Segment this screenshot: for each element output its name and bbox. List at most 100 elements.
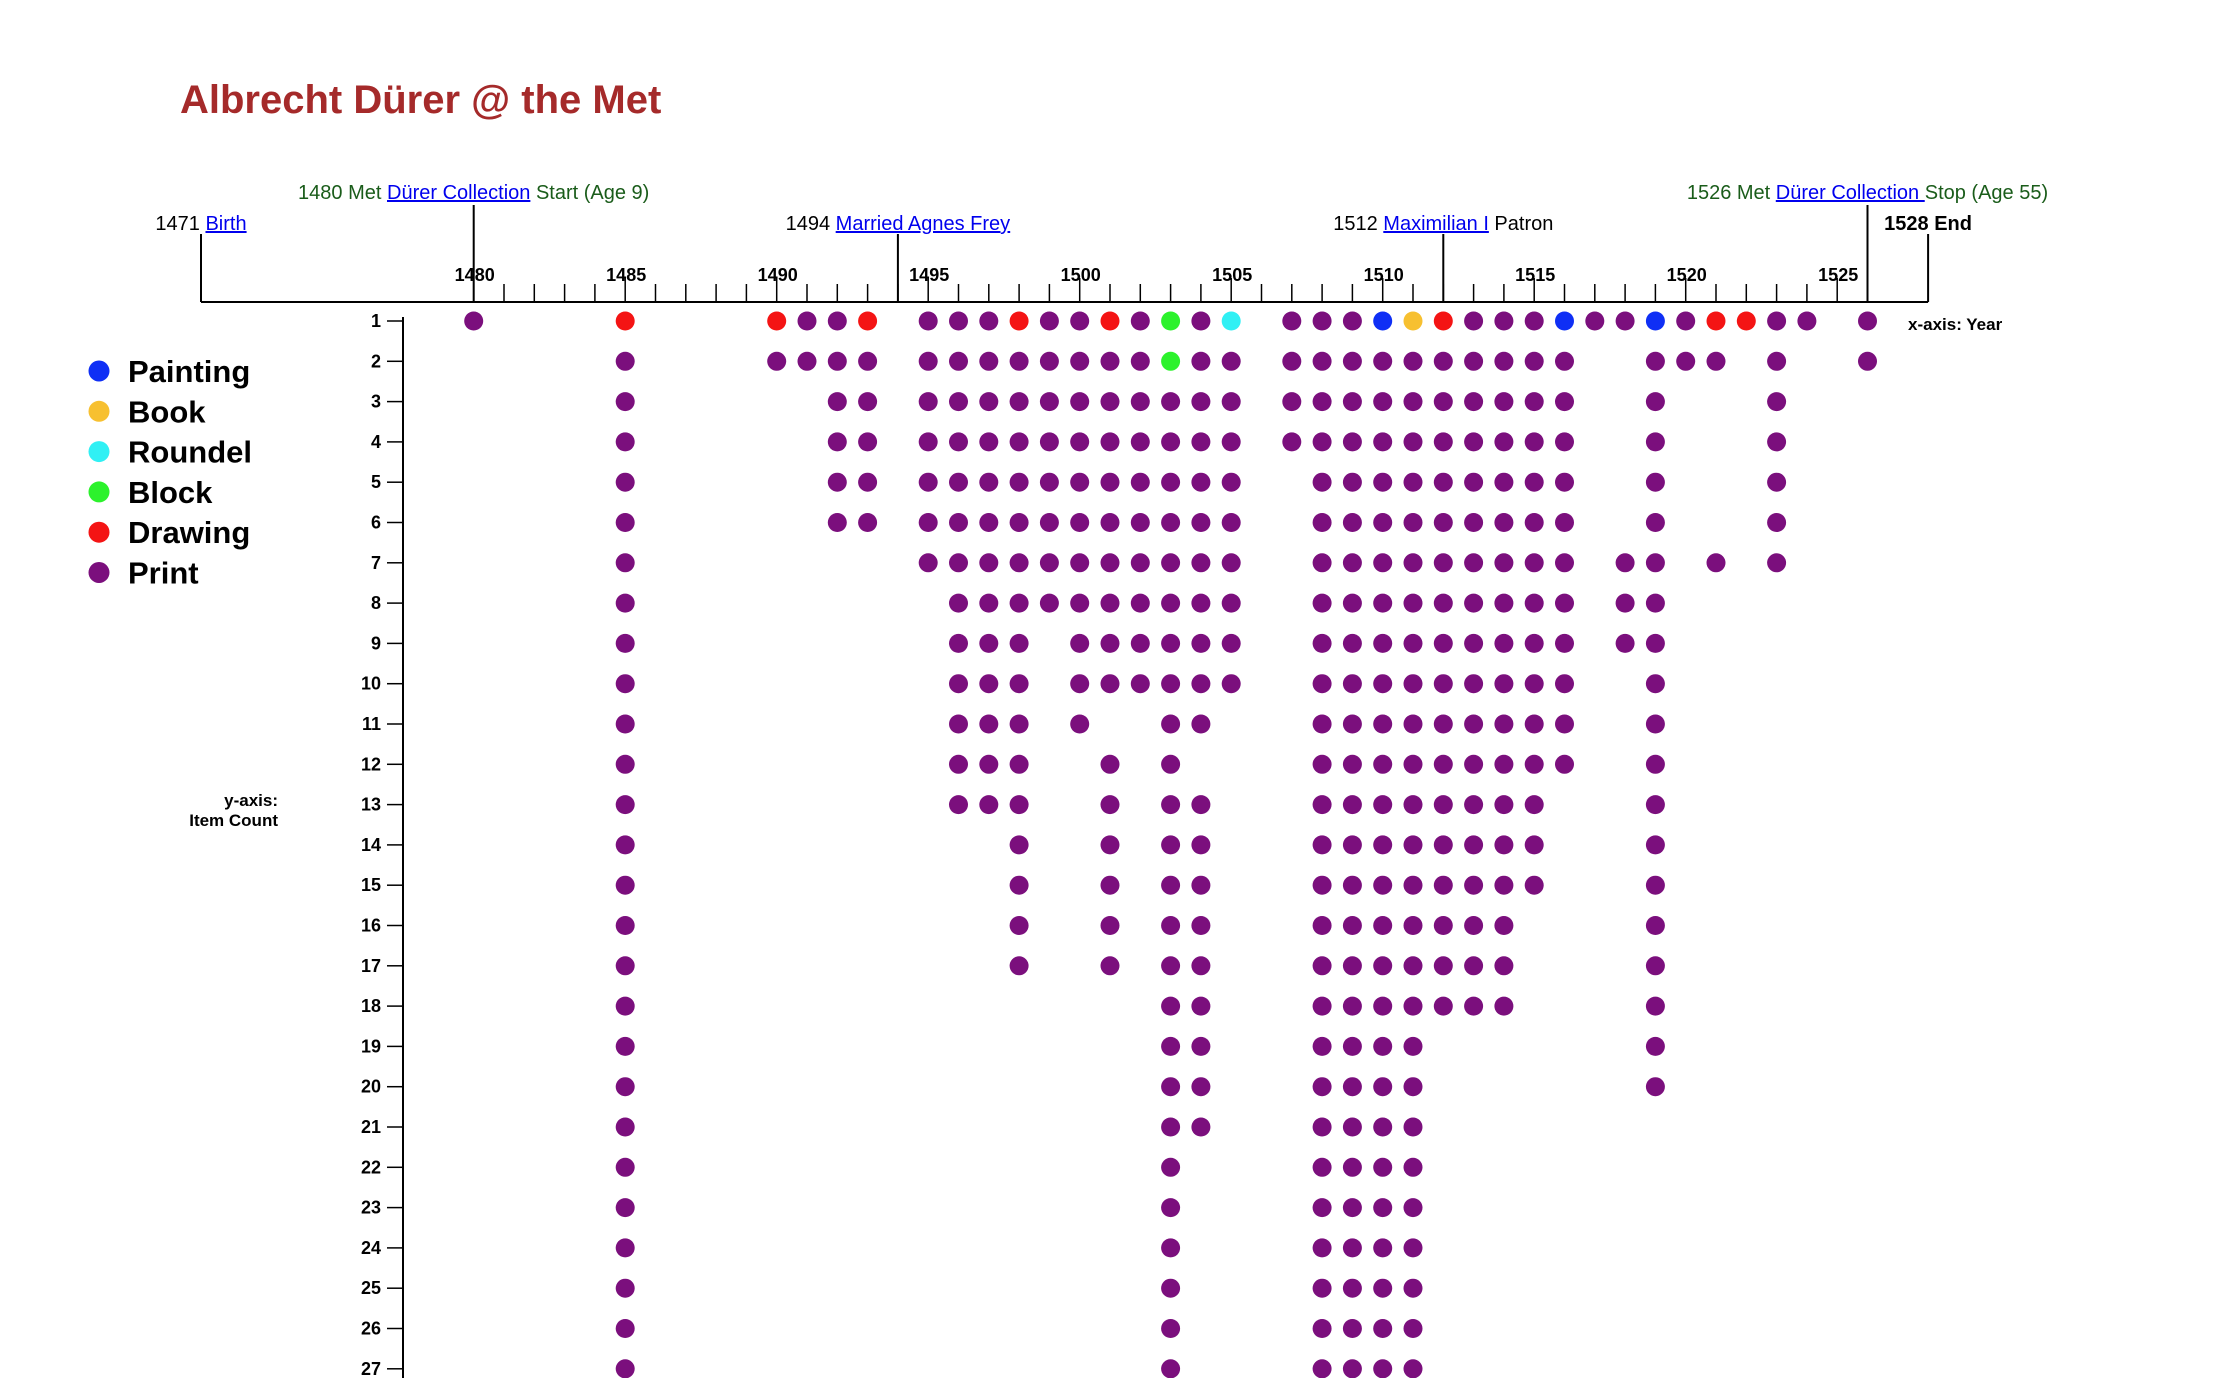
data-point [1342, 392, 1362, 412]
data-point [949, 674, 968, 694]
data-point [949, 432, 968, 452]
data-point [1706, 311, 1726, 331]
data-point [1342, 875, 1362, 895]
data-point [1039, 593, 1059, 613]
data-point [797, 311, 817, 331]
data-point [615, 392, 635, 412]
data-point [1161, 1157, 1181, 1177]
data-point [1555, 351, 1574, 371]
data-point [1403, 835, 1423, 855]
data-point [1373, 472, 1393, 492]
data-point [1464, 513, 1484, 532]
data-point [1130, 351, 1150, 371]
data-point [1373, 1077, 1393, 1097]
event-label-prefix: 1471 [155, 213, 205, 235]
data-point [1676, 311, 1696, 331]
y-tick-label: 27 [361, 1359, 381, 1378]
data-point [1403, 1278, 1423, 1298]
data-point [1161, 795, 1181, 815]
data-point [949, 311, 968, 331]
event-label-prefix: 1528 End [1884, 213, 1972, 235]
data-point [1039, 432, 1059, 452]
data-point [1009, 714, 1029, 734]
x-tick-label: 1525 [1818, 265, 1858, 285]
data-point [1342, 1278, 1362, 1298]
y-axis-title: y-axis: [224, 791, 278, 810]
event-link[interactable]: Dürer Collection [1776, 182, 1925, 204]
data-point [1403, 1117, 1423, 1137]
data-point [1191, 553, 1211, 573]
data-point [1403, 1036, 1423, 1056]
data-point [1494, 875, 1514, 895]
data-point [1221, 633, 1241, 653]
data-point [1645, 996, 1665, 1016]
axes: 1480148514901495150015051510151515201525… [201, 265, 1929, 1378]
data-point [1373, 1278, 1393, 1298]
data-point [1161, 1036, 1181, 1056]
data-point [1312, 714, 1332, 734]
data-point [1433, 996, 1453, 1016]
data-point [615, 1238, 635, 1258]
data-point [1342, 674, 1362, 694]
data-point [1494, 513, 1514, 532]
y-axis-title: Item Count [189, 811, 278, 830]
data-point [1373, 1198, 1393, 1218]
data-point [1433, 633, 1453, 653]
data-point [1433, 674, 1453, 694]
data-point [1130, 553, 1150, 573]
data-point [1433, 472, 1453, 492]
data-point [1191, 956, 1211, 976]
event-label: 1471 Birth [155, 213, 246, 235]
x-tick-label: 1505 [1212, 265, 1252, 285]
data-point [1070, 472, 1090, 492]
data-point [1373, 674, 1393, 694]
data-point [464, 311, 484, 331]
data-point [1373, 392, 1393, 412]
data-point [615, 1036, 635, 1056]
data-point [1736, 311, 1756, 331]
data-point [615, 472, 635, 492]
data-point [1494, 311, 1514, 331]
data-point [1191, 674, 1211, 694]
data-point [979, 674, 999, 694]
data-point [1312, 432, 1332, 452]
event-link[interactable]: Birth [205, 213, 246, 235]
data-point [949, 633, 968, 653]
data-point [1464, 835, 1484, 855]
data-point [979, 311, 999, 331]
event-link[interactable]: Maximilian I [1383, 213, 1489, 235]
data-point [1403, 311, 1423, 331]
data-point [1373, 916, 1393, 935]
data-point [1464, 956, 1484, 976]
data-point [1767, 392, 1787, 412]
event-link[interactable]: Dürer Collection [387, 182, 530, 204]
data-point [1403, 996, 1423, 1016]
data-point [615, 1319, 635, 1338]
data-point [1282, 351, 1302, 371]
data-point [1645, 1036, 1665, 1056]
data-point [1403, 674, 1423, 694]
data-point [1464, 795, 1484, 815]
data-point [1070, 714, 1090, 734]
data-point [1100, 754, 1120, 774]
y-tick-label: 17 [361, 956, 381, 976]
legend-label: Print [128, 556, 199, 591]
data-point [1464, 633, 1484, 653]
data-point [1433, 513, 1453, 532]
data-point [1464, 432, 1484, 452]
data-point [1191, 513, 1211, 532]
event-link[interactable]: Married Agnes Frey [836, 213, 1011, 235]
data-point [1161, 392, 1181, 412]
data-point [1342, 633, 1362, 653]
data-point [1312, 956, 1332, 976]
data-point [949, 392, 968, 412]
data-point [1161, 311, 1181, 331]
data-point [1464, 351, 1484, 371]
data-point [1433, 916, 1453, 935]
data-point [1373, 1117, 1393, 1137]
data-point [1342, 432, 1362, 452]
data-point [1282, 432, 1302, 452]
data-point [615, 875, 635, 895]
data-point [1524, 311, 1544, 331]
data-point [1433, 432, 1453, 452]
